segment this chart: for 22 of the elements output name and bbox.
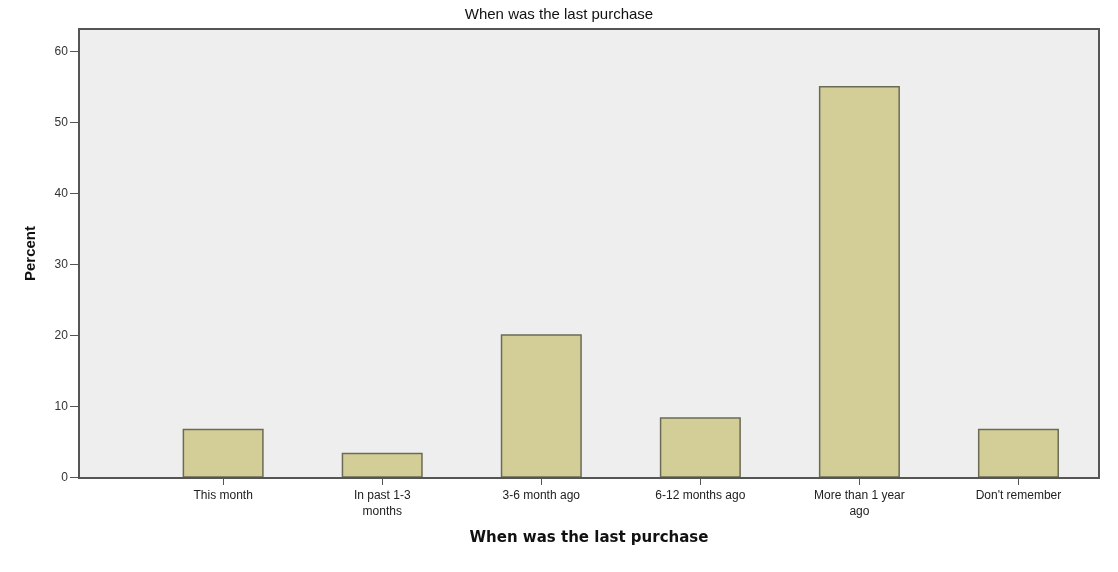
y-tick-label: 0 xyxy=(61,470,69,485)
x-tick-label: In past 1-3 months xyxy=(353,488,411,518)
y-axis-title: Percent xyxy=(21,225,39,282)
x-tick-label: 6-12 months ago xyxy=(655,488,746,503)
x-tick-label: This month xyxy=(193,488,253,503)
x-tick-label: More than 1 year ago xyxy=(814,488,905,518)
bar xyxy=(341,452,423,477)
x-tick-label: Don't remember xyxy=(975,488,1062,503)
y-tick-label: 10 xyxy=(54,399,69,414)
bar xyxy=(977,428,1059,477)
y-tick-label: 40 xyxy=(54,186,69,201)
bar xyxy=(182,428,264,477)
x-axis-title: When was the last purchase xyxy=(469,528,709,547)
bar xyxy=(818,86,900,477)
y-tick-label: 30 xyxy=(54,257,69,272)
bar xyxy=(500,334,582,477)
y-tick-label: 20 xyxy=(54,328,69,343)
chart-title: When was the last purchase xyxy=(464,5,654,23)
bar xyxy=(659,417,741,477)
x-tick-label: 3-6 month ago xyxy=(502,488,581,503)
y-tick-label: 60 xyxy=(54,44,69,59)
y-tick-label: 50 xyxy=(54,115,69,130)
